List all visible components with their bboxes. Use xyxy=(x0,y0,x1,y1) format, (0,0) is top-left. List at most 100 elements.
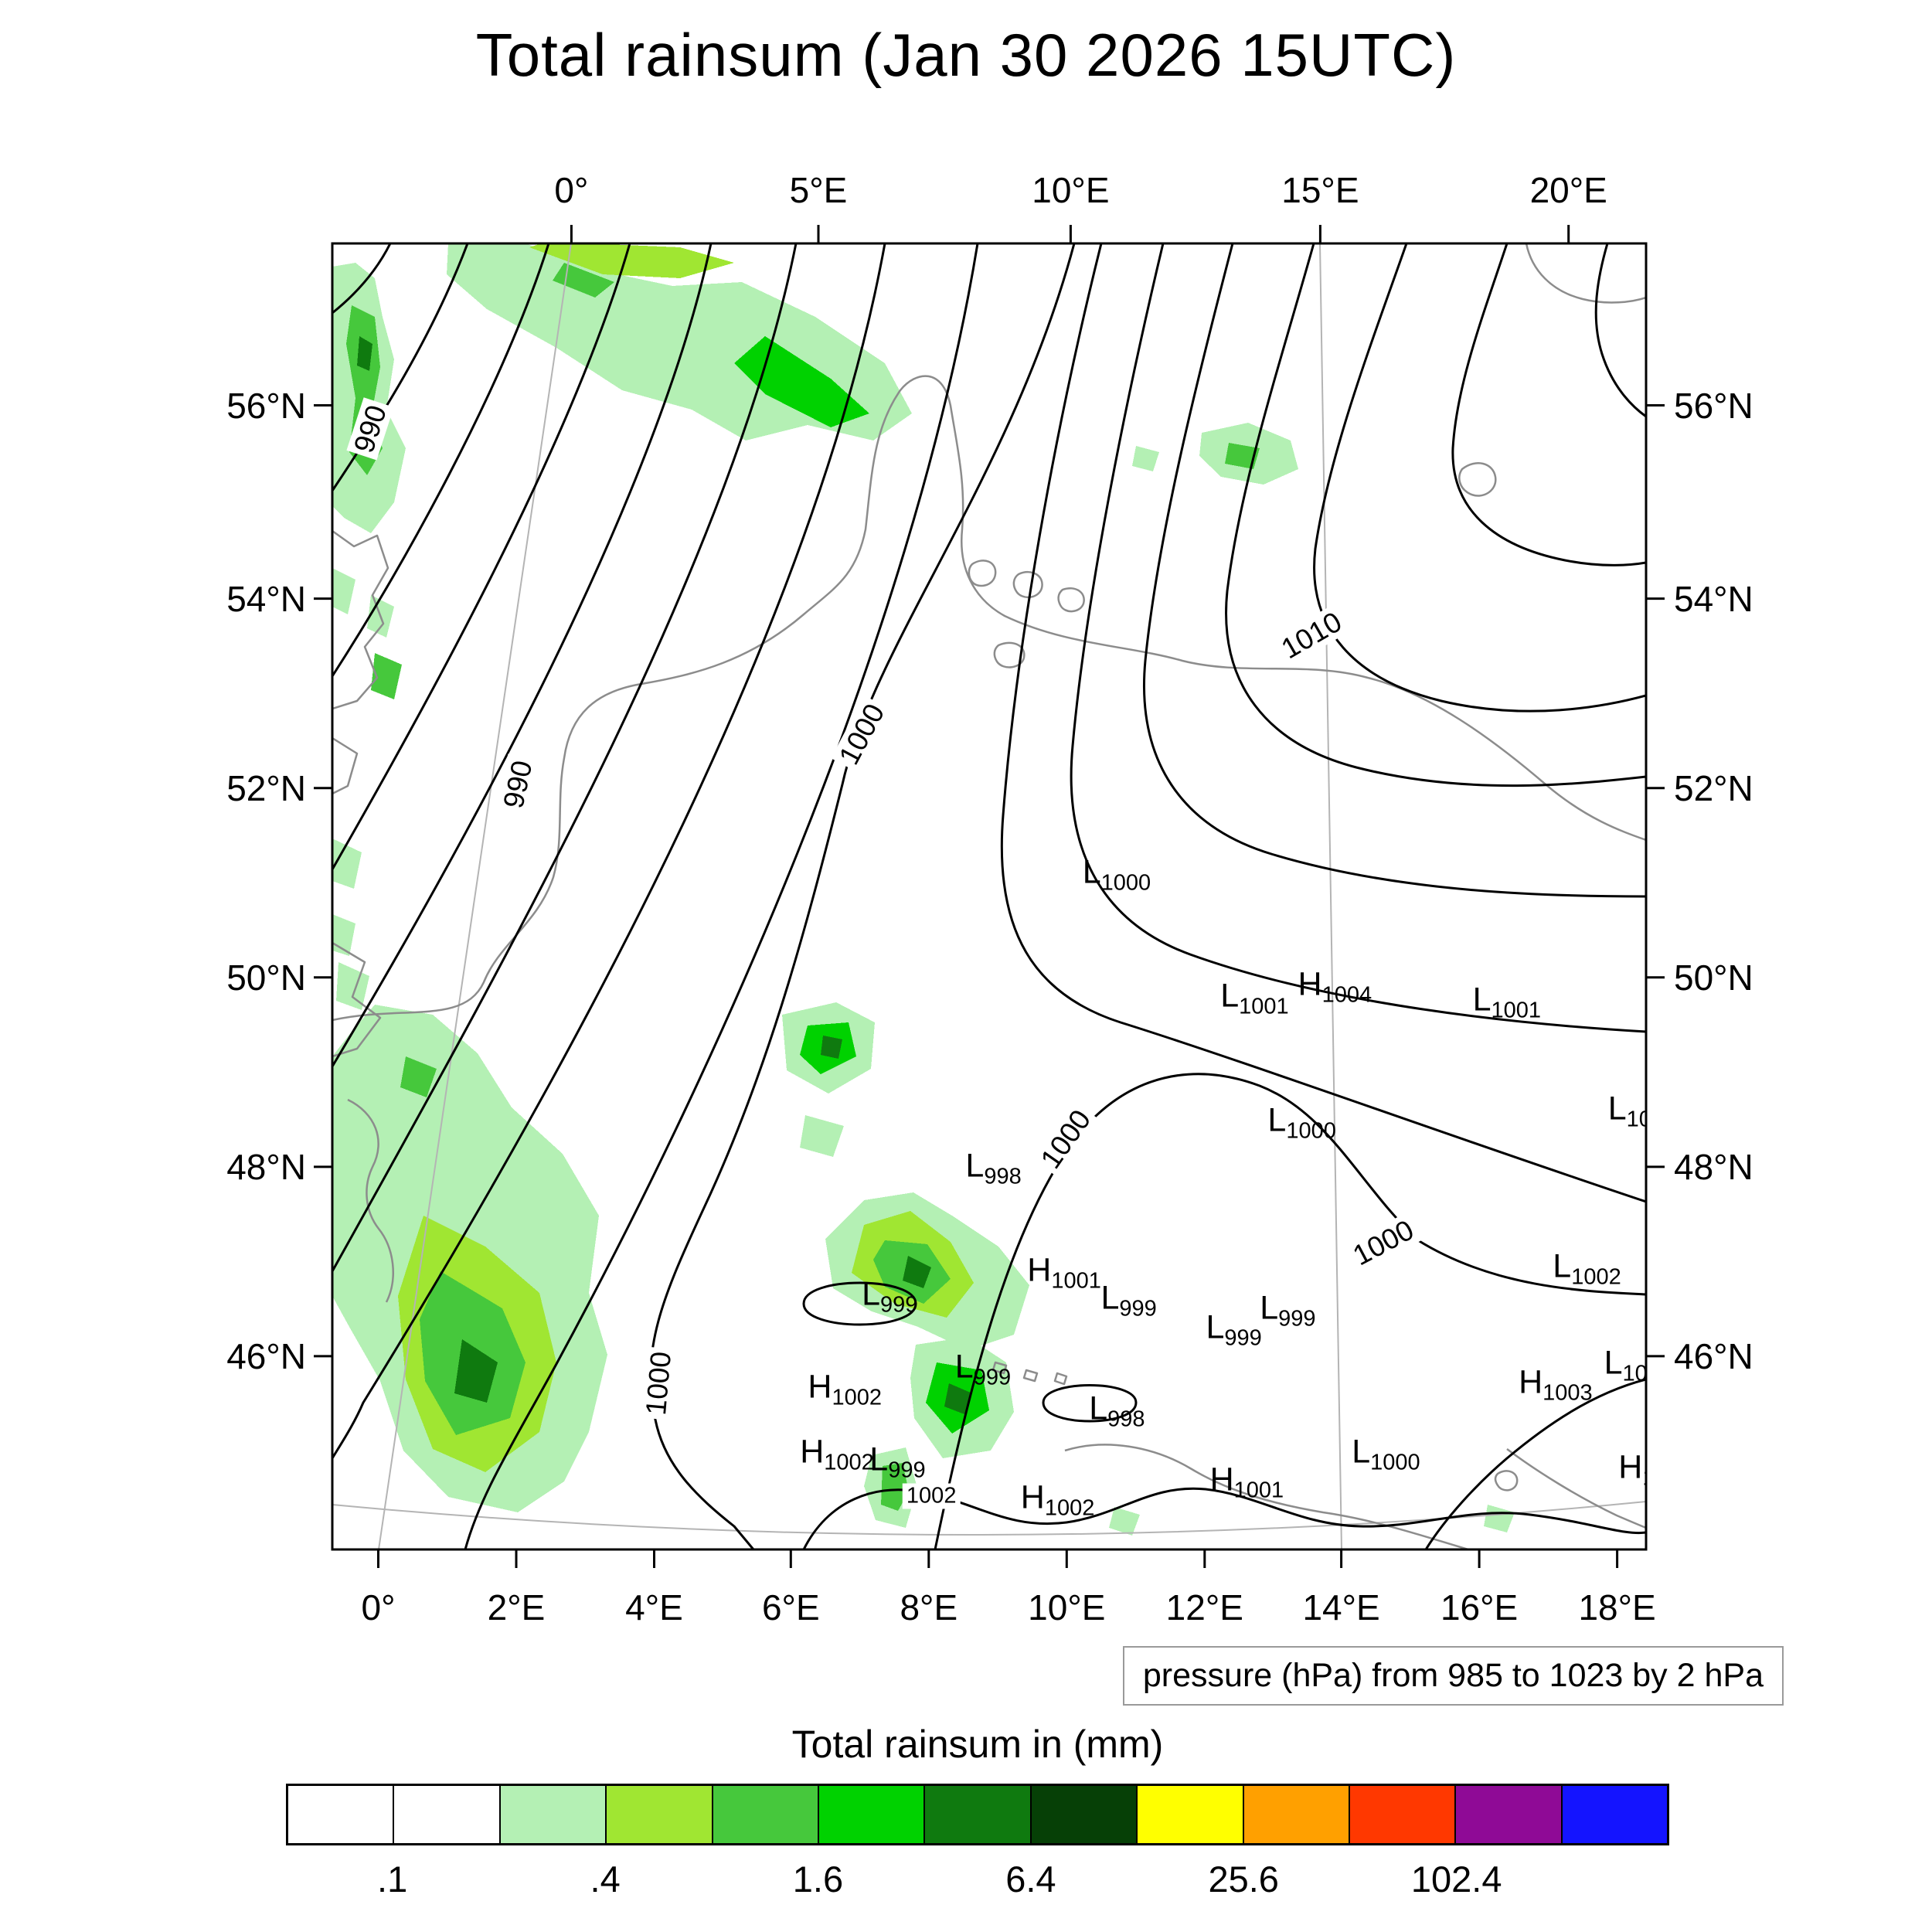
x-axis-bottom-label: 8°E xyxy=(900,1587,958,1628)
low-pressure-marker: L999 xyxy=(1206,1311,1262,1350)
meridian-15e xyxy=(1319,243,1342,1549)
pressure-caption: pressure (hPa) from 985 to 1023 by 2 hPa xyxy=(1122,1646,1784,1706)
pressure-value: 1002 xyxy=(1642,1466,1646,1491)
y-axis-right-label: 54°N xyxy=(1674,578,1753,619)
axis-ticks xyxy=(314,225,1665,1568)
high-pressure-marker: H1001 xyxy=(1027,1253,1101,1294)
low-pressure-marker: L999 xyxy=(862,1277,917,1316)
pressure-value: 999 xyxy=(880,1292,918,1318)
pressure-value: 1002 xyxy=(1571,1264,1621,1290)
low-pressure-marker: L1000 xyxy=(1083,855,1151,894)
pressure-letter: L xyxy=(965,1147,985,1185)
colorbar-segment xyxy=(1349,1786,1457,1843)
colorbar-segment xyxy=(1456,1786,1563,1843)
x-axis-bottom-label: 16°E xyxy=(1440,1587,1519,1628)
high-pressure-marker: H1002 xyxy=(1618,1451,1646,1490)
pressure-value: 999 xyxy=(888,1458,926,1483)
map-frame: 990 990 1000 1010 1000 1000 1000 1002 L1000 L100… xyxy=(226,170,1753,1628)
pressure-letter: L xyxy=(1220,977,1240,1015)
high-pressure-marker: H1002 xyxy=(1021,1481,1095,1520)
low-pressure-marker: L1000 xyxy=(1352,1433,1420,1475)
pressure-value: 1001 xyxy=(1622,1361,1646,1386)
pressure-value: 1001 xyxy=(1626,1107,1646,1132)
pressure-letter: L xyxy=(1267,1101,1287,1139)
low-pressure-marker: L999 xyxy=(869,1443,926,1483)
colorbar-segment xyxy=(1031,1786,1138,1843)
pressure-letter: L xyxy=(1260,1289,1279,1327)
colorbar-tick-label: 102.4 xyxy=(1410,1859,1502,1900)
low-pressure-marker: L998 xyxy=(1089,1389,1145,1432)
pressure-letter: H xyxy=(1209,1461,1234,1498)
low-pressure-marker: L1001 xyxy=(1608,1092,1646,1131)
x-axis-bottom-label: 0° xyxy=(361,1587,396,1628)
pressure-value: 1004 xyxy=(1321,982,1372,1008)
x-axis-bottom-label: 2°E xyxy=(487,1587,546,1628)
colorbar-tick-label: 1.6 xyxy=(792,1859,844,1900)
y-axis-right-label: 50°N xyxy=(1674,957,1753,998)
pressure-letter: L xyxy=(1089,1389,1108,1427)
high-pressure-marker: H1002 xyxy=(800,1433,874,1475)
pressure-value: 999 xyxy=(1224,1325,1262,1351)
pressure-value: 999 xyxy=(973,1365,1012,1390)
colorbar-labels: .1 .4 1.6 6.4 25.6 102.4 xyxy=(286,1858,1669,1904)
y-axis-right-label: 52°N xyxy=(1674,767,1753,808)
pressure-letter: L xyxy=(1352,1433,1371,1471)
low-pressure-marker: L1002 xyxy=(1553,1250,1621,1289)
colorbar-segment xyxy=(1138,1786,1244,1843)
colorbar-tick-label: .4 xyxy=(590,1859,621,1900)
pressure-value: 1002 xyxy=(824,1450,874,1475)
pressure-value: 1002 xyxy=(1044,1495,1095,1521)
pressure-value: 1003 xyxy=(1543,1380,1593,1406)
contour-label-layer: 990 990 1000 1010 1000 1000 1000 1002 xyxy=(332,243,1646,1549)
pressure-value: 999 xyxy=(1119,1296,1157,1321)
pressure-letter: H xyxy=(800,1433,825,1471)
colorbar-segment xyxy=(1243,1786,1350,1843)
y-axis-left-label: 52°N xyxy=(226,767,306,808)
pressure-letter: L xyxy=(862,1275,881,1313)
pressure-letter: L xyxy=(1100,1279,1120,1317)
meridian-0e xyxy=(378,243,572,1549)
x-axis-top-label: 20°E xyxy=(1529,170,1607,210)
x-axis-bottom-label: 10°E xyxy=(1028,1587,1106,1628)
y-axis-left-label: 50°N xyxy=(226,957,306,998)
pressure-value: 1001 xyxy=(1051,1268,1101,1294)
high-pressure-marker: H1001 xyxy=(1210,1463,1284,1502)
high-pressure-marker: H1003 xyxy=(1519,1366,1593,1405)
y-axis-left-label: 48°N xyxy=(226,1146,306,1187)
low-pressure-marker: L1001 xyxy=(1473,983,1541,1022)
pressure-letter: H xyxy=(1298,965,1322,1003)
x-axis-bottom-label: 6°E xyxy=(761,1587,820,1628)
y-axis-right-label: 46°N xyxy=(1674,1335,1753,1376)
colorbar-segment xyxy=(288,1786,395,1843)
pressure-value: 999 xyxy=(1278,1306,1316,1332)
colorbar-segment xyxy=(713,1786,819,1843)
colorbar-segment xyxy=(500,1786,607,1843)
pressure-letter: L xyxy=(954,1348,974,1386)
chart-title: Total rainsum (Jan 30 2026 15UTC) xyxy=(475,21,1457,89)
colorbar-segment xyxy=(818,1786,926,1843)
x-axis-bottom-label: 18°E xyxy=(1578,1587,1656,1628)
pressure-value: 1000 xyxy=(1286,1118,1336,1144)
y-axis-left-label: 54°N xyxy=(226,578,306,619)
x-axis-top-label: 15°E xyxy=(1281,170,1359,210)
coastline-layer xyxy=(332,243,1646,1549)
high-pressure-marker: H1002 xyxy=(808,1370,882,1409)
y-axis-left-label: 46°N xyxy=(226,1335,306,1376)
map-border xyxy=(331,242,1648,1551)
colorbar-segment xyxy=(1562,1786,1668,1843)
low-pressure-marker: L999 xyxy=(1260,1289,1316,1332)
x-axis-bottom-label: 12°E xyxy=(1165,1587,1243,1628)
pressure-caption-text: pressure (hPa) from 985 to 1023 by 2 hPa xyxy=(1142,1657,1764,1694)
pressure-value: 1002 xyxy=(832,1385,882,1410)
colorbar xyxy=(286,1784,1669,1845)
pressure-letter: L xyxy=(1607,1090,1627,1128)
isobar-value-label: 1002 xyxy=(902,1483,961,1509)
pressure-value: 1001 xyxy=(1239,994,1289,1019)
colorbar-segment xyxy=(394,1786,501,1843)
high-pressure-marker: H1004 xyxy=(1298,968,1372,1006)
pressure-value: 998 xyxy=(1107,1406,1145,1432)
pressure-letter: H xyxy=(1519,1363,1543,1401)
pressure-letter: H xyxy=(808,1368,832,1405)
pressure-value: 1000 xyxy=(1370,1450,1420,1475)
